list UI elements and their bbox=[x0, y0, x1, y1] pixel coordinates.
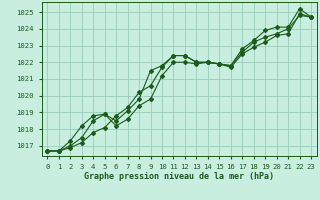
X-axis label: Graphe pression niveau de la mer (hPa): Graphe pression niveau de la mer (hPa) bbox=[84, 172, 274, 181]
